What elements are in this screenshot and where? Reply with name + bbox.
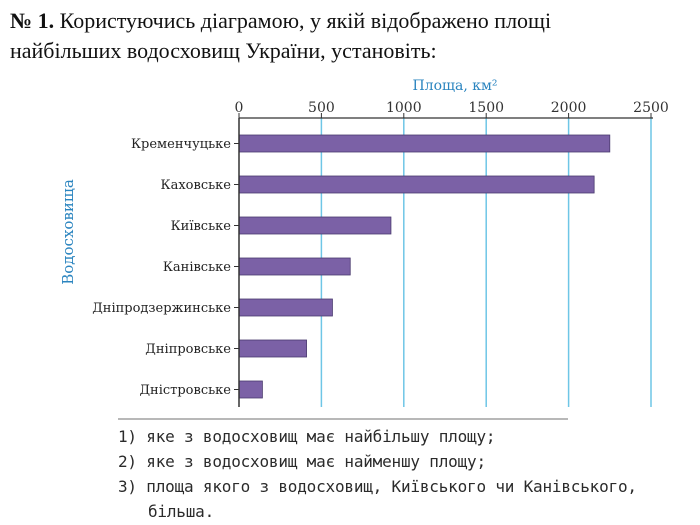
task-line-1: № 1. Користуючись діаграмою, у якій відо… [10, 6, 690, 36]
category-label: Канівське [163, 260, 231, 275]
bar [238, 339, 307, 358]
reservoir-area-chart: Площа, км² Водосховища 0 500 1000 1500 2000 250… [59, 78, 669, 407]
question-divider [118, 418, 568, 420]
x-axis-title: Площа, км² [412, 78, 497, 94]
tick-label-1000: 1000 [386, 100, 422, 116]
category-label: Дніпродзержинське [92, 301, 231, 316]
question-list: 1) яке з водосховищ має найбільшу площу;… [118, 418, 678, 524]
category-label: Дніпровське [145, 342, 231, 357]
bar [238, 298, 333, 317]
question-1: 1) яке з водосховищ має найбільшу площу; [118, 427, 496, 446]
question-3-continued: більша. [148, 502, 215, 521]
task-text-2: найбільших водосховищ України, установіт… [10, 38, 437, 63]
category-label: Кременчуцьке [131, 137, 231, 152]
bar [238, 380, 263, 399]
category-label: Дністровське [139, 383, 231, 398]
tick-label-0: 0 [235, 100, 244, 116]
bar [238, 257, 351, 276]
y-axis-title: Водосховища [59, 179, 77, 285]
tick-label-1500: 1500 [468, 100, 504, 116]
tick-label-500: 500 [308, 100, 335, 116]
question-3: 3) площа якого з водосховищ, Київського … [118, 477, 637, 496]
tick-label-2000: 2000 [551, 100, 587, 116]
bar [238, 134, 611, 153]
question-2: 2) яке з водосховищ має найменшу площу; [118, 452, 486, 471]
category-label: Каховське [161, 178, 232, 193]
category-label: Київське [171, 219, 232, 234]
task-statement: № 1. Користуючись діаграмою, у якій відо… [10, 6, 690, 66]
tick-label-2500: 2500 [633, 100, 669, 116]
bar [238, 175, 595, 194]
task-number: № 1. [10, 8, 55, 33]
bar [238, 216, 392, 235]
task-text-1: Користуючись діаграмою, у якій відображе… [59, 8, 552, 33]
